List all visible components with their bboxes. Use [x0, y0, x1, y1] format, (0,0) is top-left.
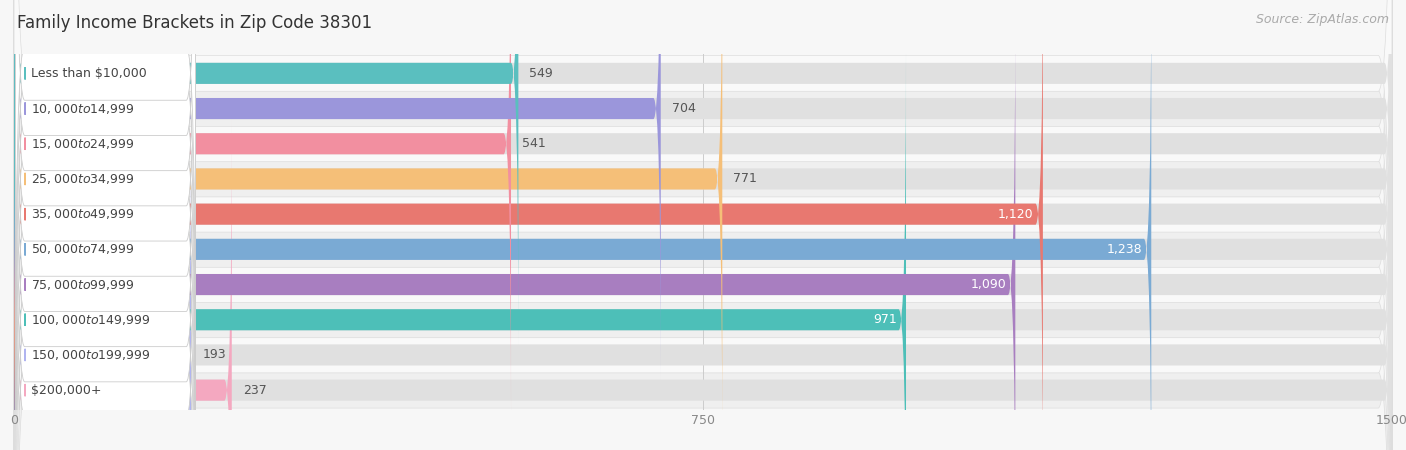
Text: $150,000 to $199,999: $150,000 to $199,999 [31, 348, 150, 362]
Text: Family Income Brackets in Zip Code 38301: Family Income Brackets in Zip Code 38301 [17, 14, 373, 32]
FancyBboxPatch shape [14, 0, 661, 380]
FancyBboxPatch shape [14, 119, 1392, 450]
Text: 237: 237 [243, 384, 267, 396]
Text: 971: 971 [873, 313, 897, 326]
FancyBboxPatch shape [15, 65, 195, 450]
FancyBboxPatch shape [14, 0, 1392, 450]
Text: $10,000 to $14,999: $10,000 to $14,999 [31, 102, 134, 116]
FancyBboxPatch shape [14, 0, 519, 344]
Text: 193: 193 [202, 348, 226, 361]
Text: $25,000 to $34,999: $25,000 to $34,999 [31, 172, 134, 186]
FancyBboxPatch shape [14, 0, 1392, 450]
FancyBboxPatch shape [14, 0, 1392, 450]
FancyBboxPatch shape [14, 0, 1392, 450]
Text: $35,000 to $49,999: $35,000 to $49,999 [31, 207, 134, 221]
FancyBboxPatch shape [14, 0, 1392, 450]
Text: Less than $10,000: Less than $10,000 [31, 67, 146, 80]
FancyBboxPatch shape [14, 0, 510, 415]
FancyBboxPatch shape [14, 49, 1392, 450]
Text: $75,000 to $99,999: $75,000 to $99,999 [31, 278, 134, 292]
Text: 541: 541 [522, 137, 546, 150]
FancyBboxPatch shape [15, 0, 195, 450]
Text: $200,000+: $200,000+ [31, 384, 101, 396]
FancyBboxPatch shape [14, 0, 1392, 380]
FancyBboxPatch shape [15, 0, 195, 398]
FancyBboxPatch shape [14, 0, 1392, 450]
FancyBboxPatch shape [14, 0, 1392, 344]
FancyBboxPatch shape [14, 84, 191, 450]
FancyBboxPatch shape [14, 0, 1392, 450]
Text: 704: 704 [672, 102, 696, 115]
FancyBboxPatch shape [15, 0, 195, 450]
FancyBboxPatch shape [14, 0, 1392, 450]
FancyBboxPatch shape [14, 0, 1392, 415]
FancyBboxPatch shape [14, 0, 1392, 450]
Text: $50,000 to $74,999: $50,000 to $74,999 [31, 243, 134, 256]
Text: 549: 549 [530, 67, 553, 80]
FancyBboxPatch shape [14, 0, 1392, 450]
FancyBboxPatch shape [15, 0, 195, 450]
FancyBboxPatch shape [14, 84, 1392, 450]
FancyBboxPatch shape [15, 0, 195, 450]
FancyBboxPatch shape [14, 0, 1392, 450]
Text: Source: ZipAtlas.com: Source: ZipAtlas.com [1256, 14, 1389, 27]
Text: 1,238: 1,238 [1107, 243, 1142, 256]
FancyBboxPatch shape [14, 49, 905, 450]
FancyBboxPatch shape [15, 0, 195, 434]
Text: 771: 771 [734, 172, 758, 185]
Text: 1,090: 1,090 [970, 278, 1007, 291]
FancyBboxPatch shape [14, 0, 1152, 450]
FancyBboxPatch shape [15, 0, 195, 450]
Text: $15,000 to $24,999: $15,000 to $24,999 [31, 137, 134, 151]
FancyBboxPatch shape [14, 14, 1392, 450]
Text: 1,120: 1,120 [998, 207, 1033, 220]
FancyBboxPatch shape [14, 0, 1392, 450]
FancyBboxPatch shape [14, 0, 1392, 450]
FancyBboxPatch shape [14, 0, 723, 450]
FancyBboxPatch shape [14, 14, 1015, 450]
FancyBboxPatch shape [14, 119, 232, 450]
FancyBboxPatch shape [15, 30, 195, 450]
FancyBboxPatch shape [14, 0, 1043, 450]
FancyBboxPatch shape [15, 0, 195, 450]
Text: $100,000 to $149,999: $100,000 to $149,999 [31, 313, 150, 327]
